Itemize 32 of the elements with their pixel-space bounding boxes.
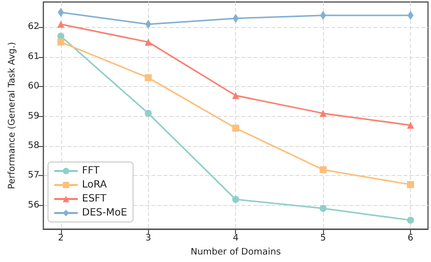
point <box>144 110 152 117</box>
x-tick-label: 2 <box>58 234 64 244</box>
point <box>320 166 327 174</box>
point <box>407 216 414 224</box>
point <box>144 38 152 46</box>
y-tick-label: 56 <box>28 200 40 210</box>
legend-label: LoRA <box>82 180 108 190</box>
point <box>232 196 240 203</box>
y-tick-label: 61 <box>28 52 40 62</box>
y-tick-label: 62 <box>28 22 40 32</box>
y-tick-label: 59 <box>28 111 40 122</box>
point <box>57 38 64 46</box>
legend-label: ESFT <box>82 194 108 204</box>
y-tick-label: 60 <box>28 82 40 92</box>
y-tick-label: 57 <box>28 170 40 181</box>
point <box>320 204 327 212</box>
legend-label: FFT <box>82 166 100 176</box>
point <box>320 110 327 117</box>
point <box>232 92 240 100</box>
x-axis-title: Number of Domains <box>190 248 282 258</box>
x-tick-label: 6 <box>408 234 414 244</box>
x-tick-label: 3 <box>145 234 152 244</box>
x-tick-label: 4 <box>232 234 239 244</box>
point <box>407 181 414 188</box>
point <box>57 20 64 28</box>
legend-label: DES-MoE <box>82 208 128 218</box>
y-tick-label: 58 <box>28 140 40 151</box>
x-tick-label: 5 <box>320 234 326 244</box>
point <box>407 122 414 129</box>
y-axis-title: Performance (General Task Avg.) <box>8 42 18 190</box>
point <box>232 124 240 132</box>
point <box>144 74 152 82</box>
